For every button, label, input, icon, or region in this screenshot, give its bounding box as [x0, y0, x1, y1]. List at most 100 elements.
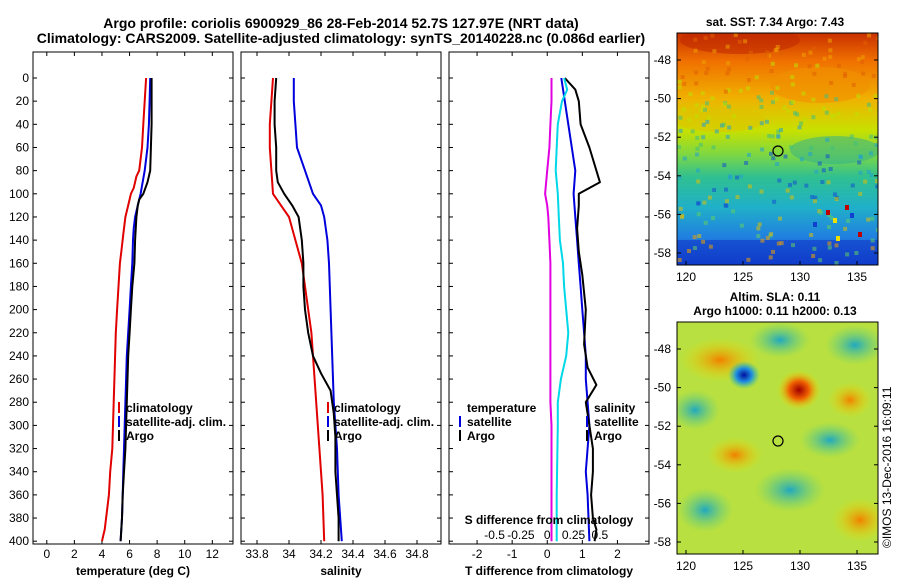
sst-pixel	[707, 195, 712, 200]
sst-pixel	[744, 161, 749, 165]
sst-pixel	[746, 257, 751, 262]
sst-pixel	[829, 216, 834, 221]
sst-pixel	[728, 175, 733, 180]
sst-pixel	[759, 189, 764, 194]
sla-low-patch	[825, 325, 878, 365]
sst-pixel	[858, 170, 863, 175]
sst-pixel	[726, 61, 731, 66]
sst-pixel	[705, 101, 709, 106]
legend-argo-label: Argo	[126, 429, 154, 443]
sst-pixel	[870, 216, 875, 221]
sst-pixel	[731, 209, 736, 214]
sst-pixel	[811, 115, 816, 120]
map-y-tick-label: -50	[654, 381, 672, 395]
depth-tick-label: 0	[22, 71, 29, 85]
depth-tick-label: 200	[9, 303, 29, 317]
sst-pixel	[870, 238, 875, 243]
sst-pixel	[694, 70, 698, 75]
sst-pixel	[843, 74, 847, 78]
sst-pixel	[874, 142, 878, 147]
series-line-argo	[273, 77, 340, 542]
sst-pixel	[792, 180, 797, 185]
sst-pixel	[774, 97, 779, 102]
legend-satellite-label: satellite-adj. clim.	[126, 415, 226, 429]
x-tick-label: 2	[614, 547, 621, 561]
sst-pixel	[693, 48, 698, 53]
sla-high-patch	[832, 498, 878, 542]
sst-pixel	[695, 135, 700, 140]
sst-pixel	[677, 79, 682, 84]
imos-footer: ©IMOS 13-Dec-2016 16:09:11	[880, 386, 894, 548]
depth-tick-label: 160	[9, 256, 29, 270]
sst-pixel	[808, 152, 813, 156]
temperature-xlabel: temperature (deg C)	[76, 564, 190, 578]
sst-pixel	[687, 249, 691, 253]
depth-tick-label: 180	[9, 279, 29, 293]
figure-title-line1: Argo profile: coriolis 6900929_86 28-Feb…	[103, 15, 578, 31]
sst-pixel	[746, 86, 750, 91]
sst-pixel	[799, 157, 804, 162]
map-y-tick-label: -58	[654, 246, 672, 260]
sst-pixel	[808, 50, 813, 55]
depth-tick-label: 60	[16, 140, 30, 154]
temperature-ticks: 0 2 4 6 8 10 12	[33, 52, 233, 561]
depth-tick-label: 120	[9, 210, 29, 224]
s-tick-label: -0.5	[484, 528, 505, 542]
sst-pixel	[701, 104, 705, 109]
sst-pixel	[779, 128, 783, 133]
x-tick-label: -1	[507, 547, 518, 561]
sst-pixel	[813, 199, 817, 204]
x-tick-label: 1	[579, 547, 586, 561]
sst-pixel	[721, 122, 726, 127]
depth-tick-label: 300	[9, 418, 29, 432]
sst-pixel	[828, 55, 833, 59]
sst-pixel	[725, 134, 730, 139]
sla-low-patch	[677, 390, 720, 430]
sst-pixel	[825, 154, 830, 159]
sst-pixel	[836, 236, 840, 241]
sst-pixel	[712, 49, 717, 54]
sst-pixel	[725, 71, 730, 76]
salinity-lines	[268, 77, 343, 542]
sst-pixel	[793, 111, 797, 116]
sst-pixel	[790, 82, 795, 87]
x-tick-label: 34	[282, 547, 296, 561]
sst-pixel	[702, 200, 707, 205]
map-x-tick-label: 125	[733, 270, 753, 284]
map-y-tick-label: -52	[654, 419, 672, 433]
legend-t-argo-label: Argo	[467, 429, 495, 443]
sst-pixel	[843, 226, 848, 231]
sst-pixel	[754, 75, 759, 80]
sst-pixel	[785, 188, 790, 193]
sst-pixel	[857, 160, 862, 165]
x-tick-label: 0	[43, 547, 50, 561]
sst-pixel	[829, 113, 834, 118]
difference-legend-left: temperature satellite Argo	[459, 401, 537, 443]
sst-pixel	[870, 246, 875, 251]
sst-pixel	[876, 36, 878, 41]
sst-pixel	[850, 183, 855, 188]
series-line-argo	[119, 78, 153, 542]
sst-pixel	[776, 134, 781, 139]
sst-pixel	[791, 243, 795, 248]
legend-climatology-label: climatology	[334, 401, 401, 415]
sst-pixel	[727, 67, 731, 72]
sst-pixel	[765, 236, 770, 240]
sst-pixel	[845, 252, 850, 257]
temperature-legend: climatology satellite-adj. clim. Argo	[118, 401, 226, 443]
sst-map-frame	[676, 32, 879, 266]
sst-pixel	[811, 97, 816, 102]
salinity-xlabel: salinity	[320, 564, 362, 578]
sla-map-panel: Altim. SLA: 0.11 Argo h1000: 0.11 h2000:…	[654, 290, 879, 573]
sst-pixel	[871, 73, 876, 78]
sst-pixel	[724, 187, 728, 192]
sst-pixel	[677, 258, 682, 262]
sst-pixel	[854, 251, 859, 255]
sst-pixel	[690, 129, 695, 134]
depth-tick-label: 400	[9, 534, 29, 548]
series-line-satellite	[119, 77, 152, 542]
sla-map-image	[677, 322, 878, 554]
legend-satellite-label: satellite-adj. clim.	[334, 415, 434, 429]
sst-pixel	[769, 69, 774, 73]
sst-pixel	[860, 55, 865, 60]
